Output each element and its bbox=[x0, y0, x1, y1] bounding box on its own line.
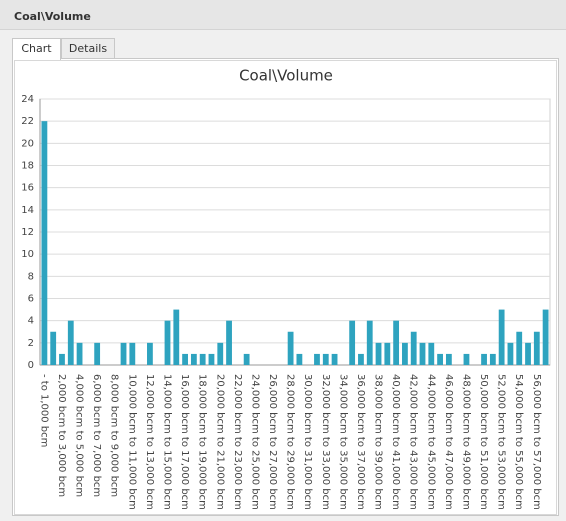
bar bbox=[226, 320, 232, 365]
bar bbox=[182, 353, 188, 365]
y-tick-label: 8 bbox=[28, 271, 34, 282]
x-tick-label: 54,000 bcm to 55,000 bcm bbox=[513, 374, 524, 510]
bar bbox=[120, 342, 127, 365]
bar bbox=[366, 320, 373, 365]
x-tick-label: 36,000 bcm to 37,000 bcm bbox=[355, 374, 366, 510]
bar bbox=[542, 309, 549, 365]
bar bbox=[393, 320, 400, 365]
x-tick-label: 48,000 bcm to 49,000 bcm bbox=[460, 374, 471, 510]
x-tick-label: 28,000 bcm to 29,000 bcm bbox=[285, 374, 296, 510]
x-tick-label: 20,000 bcm to 21,000 bcm bbox=[214, 374, 225, 510]
bar bbox=[199, 353, 206, 365]
bar bbox=[217, 342, 224, 365]
x-tick-label: 12,000 bcm to 13,000 bcm bbox=[144, 374, 155, 510]
y-tick-label: 18 bbox=[21, 161, 34, 172]
x-tick-label: 52,000 bcm to 53,000 bcm bbox=[496, 374, 507, 510]
tab[interactable]: Details bbox=[61, 38, 115, 59]
x-tick-label: 24,000 bcm to 25,000 bcm bbox=[249, 374, 260, 510]
bar bbox=[50, 331, 57, 365]
x-tick-label: 40,000 bcm to 41,000 bcm bbox=[390, 374, 401, 510]
bar bbox=[507, 342, 514, 365]
bar bbox=[41, 121, 48, 366]
x-tick-label: 38,000 bcm to 39,000 bcm bbox=[373, 374, 384, 510]
x-tick-label: 22,000 bcm to 23,000 bcm bbox=[232, 374, 243, 510]
x-tick-label: 34,000 bcm to 35,000 bcm bbox=[337, 374, 348, 510]
bar bbox=[296, 353, 303, 365]
x-tick-label: 8,000 bcm to 9,000 bcm bbox=[109, 374, 120, 497]
bar bbox=[76, 342, 83, 365]
x-tick-label: 44,000 bcm to 45,000 bcm bbox=[425, 374, 436, 510]
x-tick-label: 10,000 bcm to 11,000 bcm bbox=[126, 374, 137, 510]
x-tick-label: 6,000 bcm to 7,000 bcm bbox=[91, 374, 102, 497]
bar bbox=[314, 353, 320, 365]
bar bbox=[516, 331, 523, 365]
x-tick-label: 30,000 bcm to 31,000 bcm bbox=[302, 374, 313, 510]
y-tick-label: 16 bbox=[21, 183, 34, 194]
x-tick-label: 16,000 bcm to 17,000 bcm bbox=[179, 374, 190, 510]
bar bbox=[59, 353, 65, 365]
y-tick-label: 4 bbox=[28, 316, 34, 327]
bar bbox=[410, 331, 417, 365]
bar bbox=[498, 309, 505, 365]
bar bbox=[173, 309, 180, 365]
y-tick-label: 20 bbox=[21, 138, 34, 149]
bar bbox=[481, 353, 487, 365]
y-tick-label: 22 bbox=[21, 116, 34, 127]
window-title: Coal\Volume bbox=[0, 0, 566, 30]
bar bbox=[419, 342, 426, 365]
y-tick-label: 24 bbox=[21, 94, 34, 105]
bar bbox=[164, 320, 171, 365]
y-tick-label: 14 bbox=[21, 205, 34, 216]
y-tick-label: 0 bbox=[28, 360, 34, 371]
bar bbox=[445, 353, 452, 365]
tab[interactable]: Chart bbox=[12, 38, 61, 60]
bar bbox=[463, 353, 470, 365]
x-tick-label: 14,000 bcm to 15,000 bcm bbox=[162, 374, 173, 510]
bar bbox=[349, 320, 356, 365]
bar bbox=[322, 353, 329, 365]
y-tick-label: 10 bbox=[21, 249, 34, 260]
bar bbox=[402, 342, 408, 365]
x-tick-label: 56,000 bcm to 57,000 bcm bbox=[531, 374, 542, 510]
bar bbox=[533, 331, 540, 365]
x-tick-label: 42,000 bcm to 43,000 bcm bbox=[408, 374, 419, 510]
bar bbox=[489, 353, 496, 365]
x-tick-label: 50,000 bcm to 51,000 bcm bbox=[478, 374, 489, 510]
y-tick-label: 6 bbox=[28, 294, 34, 305]
bar bbox=[67, 320, 74, 365]
bar bbox=[437, 353, 443, 365]
chart-title: Coal\Volume bbox=[239, 67, 333, 85]
bar bbox=[375, 342, 382, 365]
bar bbox=[287, 331, 294, 365]
x-tick-label: 4,000 bcm to 5,000 bcm bbox=[74, 374, 85, 497]
chart-border bbox=[14, 60, 557, 515]
bar bbox=[208, 353, 215, 365]
bar bbox=[358, 353, 364, 365]
x-tick-label: 18,000 bcm to 19,000 bcm bbox=[197, 374, 208, 510]
x-tick-label: 32,000 bcm to 33,000 bcm bbox=[320, 374, 331, 510]
x-tick-label: 2,000 bcm to 3,000 bcm bbox=[56, 374, 67, 497]
bar bbox=[384, 342, 391, 365]
bar bbox=[129, 342, 136, 365]
bar bbox=[525, 342, 531, 365]
bar bbox=[190, 353, 197, 365]
bar bbox=[94, 342, 101, 365]
x-tick-label: 26,000 bcm to 27,000 bcm bbox=[267, 374, 278, 510]
bar bbox=[428, 342, 435, 365]
bar bbox=[243, 353, 250, 365]
bar bbox=[331, 353, 338, 365]
x-tick-label: - to 1,000 bcm bbox=[38, 374, 49, 447]
x-tick-label: 46,000 bcm to 47,000 bcm bbox=[443, 374, 454, 510]
y-tick-label: 12 bbox=[21, 227, 34, 238]
y-tick-label: 2 bbox=[28, 338, 34, 349]
bar bbox=[147, 342, 153, 365]
